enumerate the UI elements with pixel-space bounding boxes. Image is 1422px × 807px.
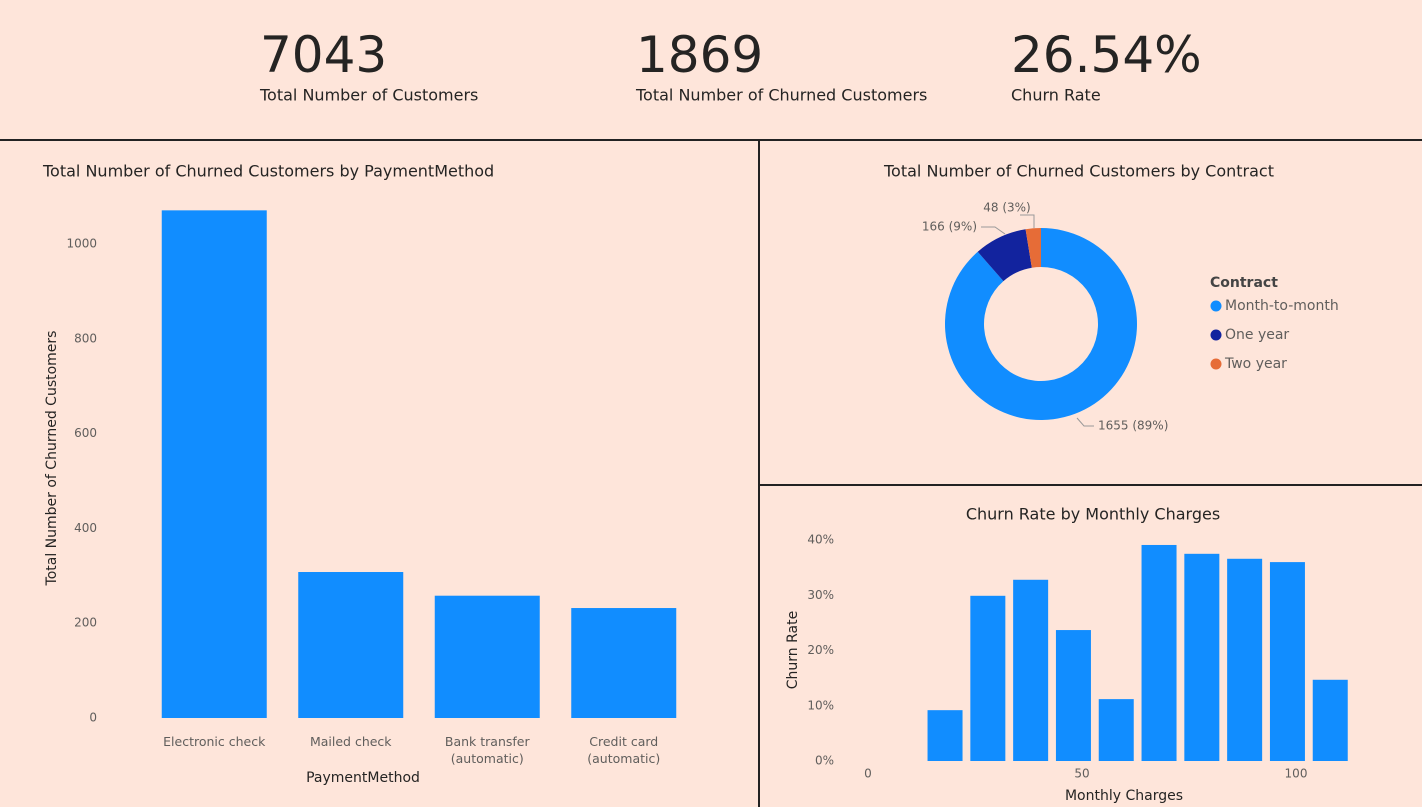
x-axis-title: PaymentMethod xyxy=(306,770,420,786)
leader-line xyxy=(1020,214,1035,228)
donut-slice xyxy=(945,228,1138,420)
x-tick-label: 0 xyxy=(864,767,872,781)
kpi-value: 1869 xyxy=(636,26,763,84)
y-tick-label: 1000 xyxy=(66,237,97,251)
y-tick-label: 0% xyxy=(815,754,834,768)
y-axis-title: Churn Rate xyxy=(785,611,801,689)
legend-marker xyxy=(1210,358,1222,370)
kpi-value: 7043 xyxy=(260,26,387,84)
chart-title: Total Number of Churned Customers by Con… xyxy=(883,162,1274,181)
y-tick-label: 400 xyxy=(74,521,97,535)
legend-label: Month-to-month xyxy=(1225,298,1339,314)
donut-slice xyxy=(1025,228,1041,268)
bar xyxy=(434,595,540,718)
legend-marker xyxy=(1210,329,1222,341)
bar xyxy=(927,710,963,761)
y-tick-label: 20% xyxy=(807,643,834,657)
leader-line xyxy=(1076,417,1094,427)
bar xyxy=(1312,679,1348,761)
bar xyxy=(298,572,404,718)
x-tick-label: 50 xyxy=(1074,767,1089,781)
x-tick-label: Credit card (automatic) xyxy=(587,734,661,766)
y-axis-title: Total Number of Churned Customers xyxy=(44,331,60,587)
kpi-label: Total Number of Customers xyxy=(259,86,478,105)
x-tick-label: Electronic check xyxy=(163,734,266,749)
x-tick-label: Bank transfer (automatic) xyxy=(444,734,530,766)
x-axis-title: Monthly Charges xyxy=(1065,788,1183,804)
bar xyxy=(1269,562,1305,761)
y-tick-label: 200 xyxy=(74,616,97,630)
kpi-value: 26.54% xyxy=(1011,26,1202,84)
y-tick-label: 600 xyxy=(74,426,97,440)
y-tick-label: 30% xyxy=(807,588,834,602)
kpi-label: Total Number of Churned Customers xyxy=(635,86,927,105)
bar xyxy=(1227,558,1263,761)
leader-line xyxy=(981,226,1006,235)
bar xyxy=(1098,699,1134,761)
y-tick-label: 800 xyxy=(74,331,97,345)
bar xyxy=(1013,579,1049,761)
y-tick-label: 10% xyxy=(807,698,834,712)
chart-title: Total Number of Churned Customers by Pay… xyxy=(42,162,494,181)
bar xyxy=(1141,544,1177,761)
data-label: 48 (3%) xyxy=(983,201,1030,215)
data-label: 1655 (89%) xyxy=(1098,419,1168,433)
y-tick-label: 0 xyxy=(89,711,97,725)
legend-title: Contract xyxy=(1210,275,1278,291)
legend-label: One year xyxy=(1225,327,1289,343)
bar xyxy=(970,595,1006,761)
data-label: 166 (9%) xyxy=(922,220,977,234)
donut-slice xyxy=(977,229,1032,282)
x-tick-label: Mailed check xyxy=(309,734,392,749)
bar xyxy=(161,210,267,718)
kpi-label: Churn Rate xyxy=(1011,86,1101,105)
bar xyxy=(571,608,677,718)
chart-title: Churn Rate by Monthly Charges xyxy=(966,505,1220,524)
x-tick-label: 100 xyxy=(1285,767,1308,781)
bar xyxy=(1184,553,1220,761)
legend-label: Two year xyxy=(1224,356,1287,372)
bar xyxy=(1055,630,1091,761)
y-tick-label: 40% xyxy=(807,533,834,547)
legend-marker xyxy=(1210,300,1222,312)
